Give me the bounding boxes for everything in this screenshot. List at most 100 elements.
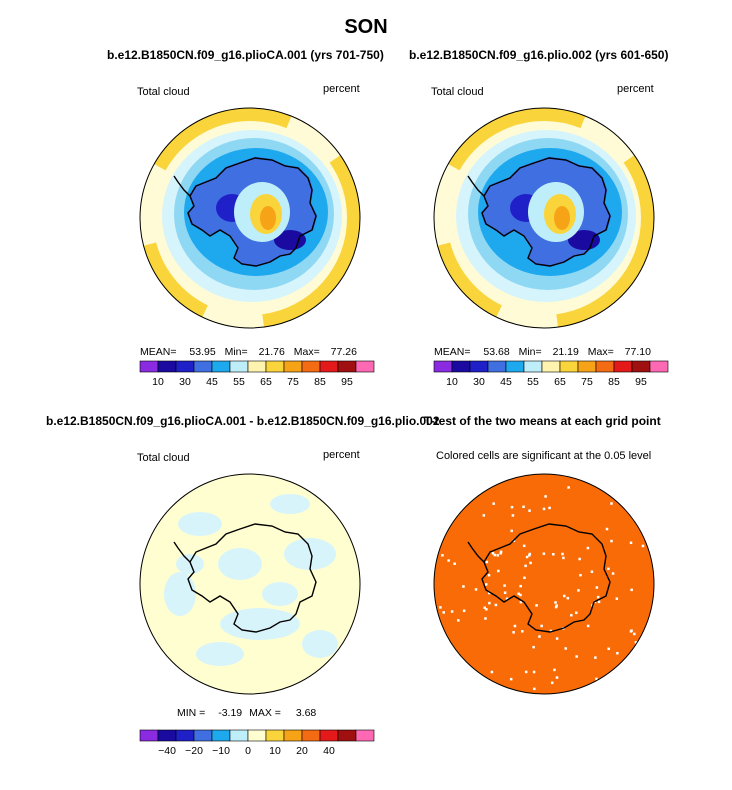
insignificant-cell bbox=[641, 544, 645, 548]
colorbar-box bbox=[211, 729, 231, 742]
colorbar-tick-label: 55 bbox=[527, 376, 539, 388]
colorbar-box bbox=[301, 729, 321, 742]
plateau-orange bbox=[260, 206, 276, 230]
insignificant-cell bbox=[442, 611, 445, 614]
insignificant-cell bbox=[611, 572, 615, 575]
mean-label: MEAN= bbox=[140, 346, 177, 358]
colorbar-tick-label: 75 bbox=[581, 376, 593, 388]
insignificant-cell bbox=[517, 592, 520, 596]
insignificant-cell bbox=[607, 567, 610, 571]
insignificant-cell bbox=[594, 656, 597, 659]
map-1 bbox=[140, 108, 360, 328]
insignificant-cell bbox=[519, 593, 522, 597]
min-value: -3.19 bbox=[218, 707, 243, 719]
insignificant-cell bbox=[532, 670, 536, 674]
insignificant-cell bbox=[607, 647, 610, 651]
colorbar-box bbox=[265, 729, 285, 742]
insignificant-cell bbox=[544, 495, 547, 498]
insignificant-cell bbox=[595, 586, 599, 589]
insignificant-cell bbox=[630, 629, 633, 632]
insignificant-cell bbox=[441, 554, 444, 557]
low-cloud-east bbox=[274, 230, 306, 250]
insignificant-cell bbox=[629, 541, 633, 545]
insignificant-cell bbox=[552, 553, 555, 556]
insignificant-cell bbox=[577, 589, 580, 592]
colorbar-box bbox=[541, 360, 561, 373]
insignificant-cell bbox=[510, 529, 513, 533]
insignificant-cell bbox=[564, 647, 567, 650]
min-label: Min= bbox=[518, 346, 542, 358]
colorbar-tick-label: 85 bbox=[314, 376, 326, 388]
insignificant-cell bbox=[615, 597, 619, 600]
colorbar-box bbox=[433, 360, 453, 373]
light-blue-patch bbox=[196, 642, 244, 666]
map-border bbox=[433, 107, 655, 329]
insignificant-cell bbox=[485, 608, 488, 611]
colorbar-box bbox=[469, 360, 489, 373]
colorbar-box bbox=[559, 360, 579, 373]
insignificant-cell bbox=[510, 505, 514, 509]
insignificant-cell bbox=[509, 677, 513, 681]
insignificant-cell bbox=[522, 544, 526, 548]
low-cloud-east bbox=[568, 230, 600, 250]
colorbar-box bbox=[649, 360, 669, 373]
insignificant-cell bbox=[491, 551, 495, 555]
panel-4-title: T-test of the two means at each grid poi… bbox=[424, 414, 661, 428]
colorbar-box bbox=[229, 360, 249, 373]
colorbar-box bbox=[301, 360, 321, 373]
insignificant-cell bbox=[553, 668, 556, 672]
colorbar-box bbox=[631, 360, 651, 373]
colorbar-tick-label: 45 bbox=[500, 376, 512, 388]
insignificant-cell bbox=[523, 576, 526, 580]
colorbar-box bbox=[247, 729, 267, 742]
insignificant-cell bbox=[474, 588, 478, 591]
colorbar-box bbox=[595, 360, 615, 373]
insignificant-cell bbox=[633, 632, 636, 636]
insignificant-cell bbox=[586, 624, 590, 628]
colorbar-box bbox=[265, 360, 285, 373]
colorbar-box bbox=[451, 360, 471, 373]
coastline bbox=[187, 523, 317, 633]
colorbar-tick-label: 65 bbox=[260, 376, 272, 388]
colorbar-tick-label: 10 bbox=[152, 376, 164, 388]
insignificant-cell bbox=[485, 560, 489, 564]
significant-field bbox=[434, 474, 654, 694]
insignificant-cell bbox=[511, 514, 515, 517]
insignificant-cell bbox=[538, 635, 541, 638]
insignificant-cell bbox=[503, 584, 506, 587]
map-border bbox=[139, 473, 361, 695]
insignificant-cell bbox=[453, 562, 456, 565]
cloud-band-high bbox=[434, 108, 654, 328]
insignificant-cell bbox=[535, 604, 538, 607]
insignificant-cell bbox=[570, 613, 573, 617]
insignificant-cell bbox=[595, 677, 598, 681]
colorbar-box bbox=[211, 360, 231, 373]
colorbar-box bbox=[337, 729, 357, 742]
colorbar-box bbox=[157, 360, 177, 373]
insignificant-cell bbox=[555, 604, 558, 607]
colorbar-tick-label: 45 bbox=[206, 376, 218, 388]
max-value: 3.68 bbox=[295, 707, 317, 719]
insignificant-cell bbox=[597, 600, 601, 604]
insignificant-cell bbox=[563, 594, 566, 598]
insignificant-cell bbox=[482, 514, 486, 517]
colorbar-box bbox=[283, 360, 303, 373]
peninsula bbox=[467, 175, 485, 197]
max-value: 77.26 bbox=[330, 346, 357, 358]
mean-label: MEAN= bbox=[434, 346, 471, 358]
colorbar-box bbox=[355, 360, 375, 373]
insignificant-cell bbox=[513, 624, 517, 628]
insignificant-cell bbox=[462, 585, 465, 588]
coastline bbox=[481, 523, 611, 633]
insignificant-cell bbox=[578, 557, 581, 561]
peninsula bbox=[173, 175, 191, 197]
insignificant-cell bbox=[555, 676, 559, 679]
insignificant-cell bbox=[439, 606, 442, 609]
min-value: 21.19 bbox=[552, 346, 579, 358]
mean-value: 53.68 bbox=[483, 346, 510, 358]
insignificant-cell bbox=[483, 606, 487, 610]
insignificant-cell bbox=[493, 553, 497, 557]
panel-2-stats: MEAN= 53.68 Min= 21.19 Max= 77.10 bbox=[434, 346, 651, 358]
insignificant-cell bbox=[484, 583, 488, 586]
panel-2-variable-label: Total cloud bbox=[431, 86, 484, 98]
